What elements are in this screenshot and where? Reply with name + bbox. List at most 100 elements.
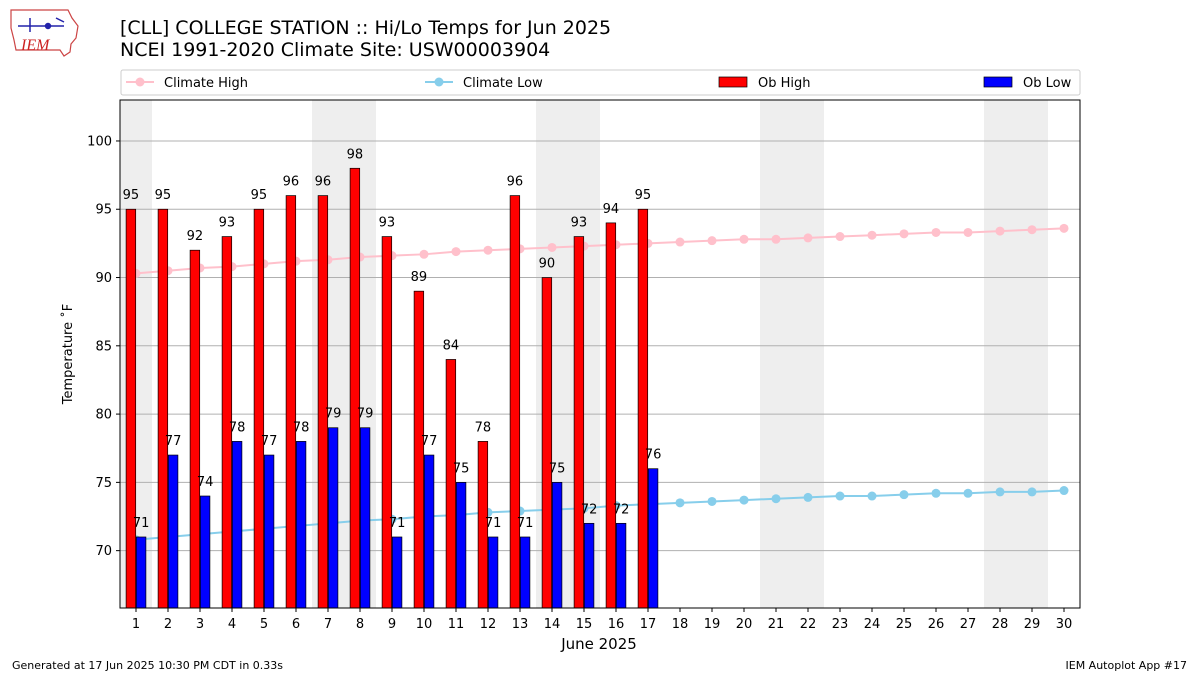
bar-label-ob-low: 77 (421, 434, 438, 449)
bar-label-ob-low: 71 (389, 516, 406, 531)
x-tick-label: 15 (576, 617, 593, 632)
legend: Climate High Climate Low Ob High Ob Low (120, 69, 1081, 96)
bar-label-ob-low: 74 (197, 475, 214, 490)
bar-ob-low (391, 536, 403, 609)
bars (125, 167, 659, 609)
x-tick-label: 30 (1056, 617, 1073, 632)
logo-text: IEM (20, 37, 51, 54)
x-tick-label: 11 (448, 617, 465, 632)
x-tick-label: 13 (512, 617, 529, 632)
climate-point (739, 234, 749, 244)
bar-label-ob-high: 95 (635, 188, 652, 203)
climate-point (483, 245, 493, 255)
y-tick-label: 90 (95, 271, 112, 286)
bar-ob-high (189, 249, 201, 609)
x-tick-label: 25 (896, 617, 913, 632)
bar-label-ob-high: 93 (219, 216, 236, 231)
bar-label-ob-low: 72 (581, 502, 598, 517)
climate-point (995, 487, 1005, 497)
iowa-outline-icon (10, 9, 79, 57)
bar-label-ob-low: 71 (133, 516, 150, 531)
climate-point (867, 230, 877, 240)
climate-point (899, 490, 909, 500)
footer-generated: Generated at 17 Jun 2025 10:30 PM CDT in… (12, 659, 284, 672)
bar-ob-high (157, 208, 169, 609)
bar-label-ob-low: 75 (549, 461, 566, 476)
legend-swatch-bar (983, 76, 1013, 88)
bar-ob-high (125, 208, 137, 609)
climate-point (803, 233, 813, 243)
x-tick-label: 17 (640, 617, 657, 632)
climate-point (867, 491, 877, 501)
y-tick-label: 80 (95, 408, 112, 423)
bar-ob-low (487, 536, 499, 609)
bar-ob-high (445, 359, 457, 609)
climate-point (963, 488, 973, 498)
bar-ob-low (263, 454, 275, 609)
x-tick-label: 24 (864, 617, 881, 632)
climate-point (675, 237, 685, 247)
bar-ob-high (573, 236, 585, 609)
bar-label-ob-high: 95 (155, 188, 172, 203)
plot-frame (119, 99, 1081, 609)
bar-ob-low (519, 536, 531, 609)
x-tick-label: 4 (228, 617, 236, 632)
climate-point (451, 247, 461, 257)
climate-point (707, 496, 717, 506)
iem-logo: IEM (10, 9, 79, 57)
bar-ob-low (455, 482, 467, 609)
bar-ob-high (413, 290, 425, 609)
bar-label-ob-high: 96 (283, 175, 300, 190)
bar-ob-low (423, 454, 435, 609)
bar-ob-low (615, 522, 627, 609)
bar-label-ob-low: 78 (293, 420, 310, 435)
bar-ob-high (541, 277, 553, 609)
bar-ob-high (317, 195, 329, 609)
footer-app: IEM Autoplot App #17 (1065, 659, 1188, 672)
legend-swatch-marker (434, 77, 444, 87)
x-axis-label: June 2025 (560, 635, 637, 653)
x-tick-label: 20 (736, 617, 753, 632)
climate-point (771, 494, 781, 504)
climate-point (835, 491, 845, 501)
bar-label-ob-low: 72 (613, 502, 630, 517)
bar-label-ob-high: 94 (603, 202, 620, 217)
bar-label-ob-high: 96 (315, 175, 332, 190)
bar-label-ob-high: 84 (443, 338, 460, 353)
y-tick-label: 100 (87, 134, 112, 149)
x-tick-label: 22 (800, 617, 817, 632)
bar-label-ob-low: 75 (453, 461, 470, 476)
bar-label-ob-low: 79 (325, 407, 342, 422)
bar-label-ob-low: 78 (229, 420, 246, 435)
bar-label-ob-high: 93 (571, 216, 588, 231)
weather-station-icon (18, 17, 65, 32)
climate-point (707, 236, 717, 246)
bar-ob-low (199, 495, 211, 609)
chart-subtitle: NCEI 1991-2020 Climate Site: USW00003904 (120, 39, 551, 61)
bar-label-ob-low: 77 (261, 434, 278, 449)
x-tick-label: 5 (260, 617, 268, 632)
bar-label-ob-high: 95 (251, 188, 268, 203)
bar-ob-low (551, 482, 563, 609)
x-tick-label: 10 (416, 617, 433, 632)
bar-ob-high (605, 222, 617, 609)
bar-label-ob-high: 90 (539, 257, 556, 272)
x-tick-label: 26 (928, 617, 945, 632)
x-tick-label: 1 (132, 617, 140, 632)
bar-label-ob-high: 95 (123, 188, 140, 203)
bar-ob-low (327, 427, 339, 609)
y-tick-label: 85 (95, 339, 112, 354)
bar-label-ob-high: 98 (347, 147, 364, 162)
weekend-band (984, 100, 1048, 608)
bar-ob-low (231, 441, 243, 609)
x-tick-label: 7 (324, 617, 332, 632)
y-tick-label: 95 (95, 203, 112, 218)
bar-ob-low (583, 522, 595, 609)
bar-ob-high (637, 208, 649, 609)
bar-ob-high (509, 195, 521, 609)
bar-label-ob-low: 71 (517, 516, 534, 531)
climate-point (1027, 487, 1037, 497)
x-tick-label: 8 (356, 617, 364, 632)
bar-labels: 95 95 92 93 95 96 96 98 93 89 84 78 96 90 93 94 95 71 77 74… (123, 147, 662, 531)
